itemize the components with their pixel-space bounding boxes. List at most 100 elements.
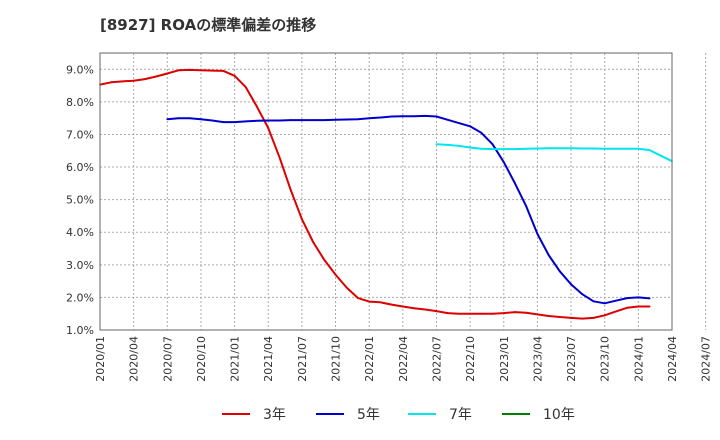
- data-point: [132, 79, 135, 82]
- data-point: [300, 119, 303, 122]
- data-point: [211, 119, 214, 122]
- data-point: [390, 115, 393, 118]
- x-tick-label: 2021/10: [330, 336, 343, 382]
- data-point: [177, 69, 180, 72]
- y-tick-label: 9.0%: [66, 63, 94, 76]
- x-tick-label: 2022/10: [464, 336, 477, 382]
- data-point: [502, 148, 505, 151]
- data-point: [334, 118, 337, 121]
- series-layer: [99, 68, 673, 320]
- series-line: [436, 143, 673, 163]
- x-tick-label: 2023/01: [498, 336, 511, 382]
- data-point: [558, 316, 561, 318]
- data-point: [514, 148, 516, 151]
- data-point: [514, 182, 516, 185]
- data-point: [413, 307, 415, 310]
- data-point: [570, 283, 572, 286]
- data-point: [446, 118, 449, 121]
- data-point: [536, 232, 539, 235]
- x-axis-tick-labels: 2020/01 2020/04 2020/07 2020/10 2021/01 2021/…: [94, 336, 713, 382]
- data-point: [244, 86, 247, 89]
- data-point: [256, 119, 258, 122]
- data-point: [424, 114, 427, 117]
- x-tick-label: 2020/01: [94, 336, 107, 382]
- data-point: [547, 315, 550, 317]
- data-point: [558, 147, 561, 150]
- data-point: [323, 119, 326, 122]
- data-point: [637, 296, 640, 299]
- series-3: [435, 143, 673, 163]
- data-point: [300, 218, 303, 221]
- data-point: [166, 118, 169, 121]
- data-point: [357, 118, 359, 121]
- data-point: [166, 72, 169, 75]
- data-point: [413, 115, 415, 118]
- legend-label: 10年: [543, 407, 575, 423]
- data-point: [592, 317, 595, 319]
- data-point: [648, 149, 651, 152]
- data-point: [480, 147, 483, 150]
- x-tick-label: 2023/04: [531, 336, 544, 382]
- data-point: [469, 312, 472, 315]
- x-tick-label: 2020/07: [161, 336, 174, 382]
- data-point: [188, 117, 191, 120]
- data-point: [446, 143, 449, 146]
- grid-layer: [99, 53, 707, 331]
- y-tick-label: 8.0%: [66, 96, 94, 109]
- data-point: [278, 156, 281, 159]
- data-point: [143, 78, 146, 80]
- data-point: [514, 311, 516, 313]
- data-point: [200, 118, 202, 121]
- x-tick-label: 2024/04: [666, 336, 679, 382]
- data-point: [626, 147, 629, 150]
- data-point: [570, 147, 572, 150]
- data-point: [323, 259, 326, 261]
- data-point: [357, 297, 359, 299]
- data-point: [592, 300, 595, 303]
- data-point: [312, 119, 314, 122]
- data-point: [480, 312, 483, 315]
- data-point: [256, 105, 258, 108]
- series-2: [166, 114, 651, 305]
- data-point: [637, 147, 640, 150]
- data-point: [121, 80, 124, 83]
- x-tick-label: 2021/01: [229, 336, 242, 382]
- data-point: [491, 143, 494, 146]
- data-point: [469, 146, 472, 149]
- y-tick-label: 4.0%: [66, 226, 94, 239]
- y-tick-label: 3.0%: [66, 259, 94, 272]
- data-point: [603, 302, 606, 305]
- data-point: [615, 299, 617, 302]
- legend: 3年 5年 7年 10年: [222, 407, 575, 423]
- data-point: [267, 119, 270, 122]
- data-point: [502, 161, 505, 164]
- y-tick-label: 2.0%: [66, 291, 94, 304]
- data-point: [525, 205, 528, 208]
- data-point: [659, 154, 662, 157]
- x-tick-label: 2021/07: [296, 336, 309, 382]
- data-point: [446, 312, 449, 314]
- data-point: [110, 81, 113, 84]
- data-point: [547, 254, 550, 256]
- legend-label: 3年: [263, 407, 286, 423]
- y-axis-tick-labels: 1.0% 2.0% 3.0% 4.0% 5.0% 6.0% 7.0% 8.0% 9.0%: [66, 63, 94, 337]
- data-point: [211, 69, 214, 72]
- data-point: [177, 117, 180, 120]
- data-point: [233, 74, 236, 77]
- data-point: [458, 122, 460, 124]
- x-tick-label: 2023/10: [599, 336, 612, 382]
- y-tick-label: 5.0%: [66, 194, 94, 207]
- data-point: [435, 310, 438, 312]
- x-tick-label: 2024/07: [700, 336, 713, 382]
- series-line: [99, 68, 650, 320]
- data-point: [502, 312, 505, 314]
- data-point: [289, 188, 292, 191]
- data-point: [581, 293, 584, 296]
- data-point: [458, 144, 460, 147]
- y-tick-label: 6.0%: [66, 161, 94, 174]
- plot-frame: [99, 52, 673, 331]
- data-point: [525, 147, 528, 150]
- y-tick-label: 1.0%: [66, 324, 94, 337]
- data-point: [267, 127, 270, 129]
